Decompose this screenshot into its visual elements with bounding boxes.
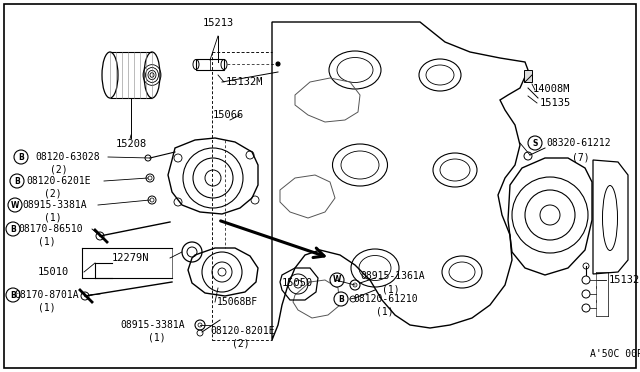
Text: B: B xyxy=(10,224,16,234)
Text: W: W xyxy=(333,276,341,285)
Text: 08320-61212: 08320-61212 xyxy=(546,138,611,148)
Circle shape xyxy=(276,62,280,66)
Text: (2): (2) xyxy=(232,339,250,349)
Text: (2): (2) xyxy=(44,188,61,198)
Text: (1): (1) xyxy=(148,333,166,343)
Circle shape xyxy=(14,150,28,164)
Text: (7): (7) xyxy=(572,152,589,162)
Text: 12279N: 12279N xyxy=(112,253,150,263)
Text: 08915-3381A: 08915-3381A xyxy=(22,200,86,210)
Text: 14008M: 14008M xyxy=(533,84,570,94)
Text: (1): (1) xyxy=(38,303,56,313)
Circle shape xyxy=(96,232,104,240)
Text: 08120-61210: 08120-61210 xyxy=(353,294,418,304)
Text: (1): (1) xyxy=(44,212,61,222)
Circle shape xyxy=(6,288,20,302)
Text: 15135: 15135 xyxy=(540,98,572,108)
Text: 08120-6201E: 08120-6201E xyxy=(26,176,91,186)
Circle shape xyxy=(330,273,344,287)
Text: W: W xyxy=(11,201,19,209)
Text: 15068BF: 15068BF xyxy=(217,297,258,307)
Text: A'50C 00P7: A'50C 00P7 xyxy=(590,349,640,359)
Text: B: B xyxy=(18,153,24,161)
Text: 08170-86510: 08170-86510 xyxy=(18,224,83,234)
Circle shape xyxy=(6,222,20,236)
Text: (2): (2) xyxy=(50,164,68,174)
Text: (1): (1) xyxy=(376,307,394,317)
Text: 08915-3381A: 08915-3381A xyxy=(120,320,184,330)
Text: 15050: 15050 xyxy=(282,278,313,288)
Text: (1): (1) xyxy=(38,236,56,246)
Text: (1): (1) xyxy=(382,284,399,294)
Circle shape xyxy=(81,292,89,300)
Text: 15132M: 15132M xyxy=(226,77,264,87)
Text: B: B xyxy=(14,176,20,186)
Bar xyxy=(196,59,224,70)
Text: B: B xyxy=(338,295,344,304)
Text: B: B xyxy=(10,291,16,299)
Text: 08915-1361A: 08915-1361A xyxy=(360,271,424,281)
Circle shape xyxy=(528,136,542,150)
Text: 15066: 15066 xyxy=(213,110,244,120)
Text: 15208: 15208 xyxy=(115,139,147,149)
Text: 08170-8701A: 08170-8701A xyxy=(14,290,79,300)
Text: 15010: 15010 xyxy=(38,267,69,277)
Bar xyxy=(524,70,532,82)
Circle shape xyxy=(8,198,22,212)
Text: 15132: 15132 xyxy=(609,275,640,285)
Text: 08120-63028: 08120-63028 xyxy=(35,152,100,162)
Text: 15213: 15213 xyxy=(202,18,234,28)
Circle shape xyxy=(10,174,24,188)
Text: 08120-8201E: 08120-8201E xyxy=(210,326,275,336)
Text: S: S xyxy=(532,138,538,148)
Circle shape xyxy=(334,292,348,306)
